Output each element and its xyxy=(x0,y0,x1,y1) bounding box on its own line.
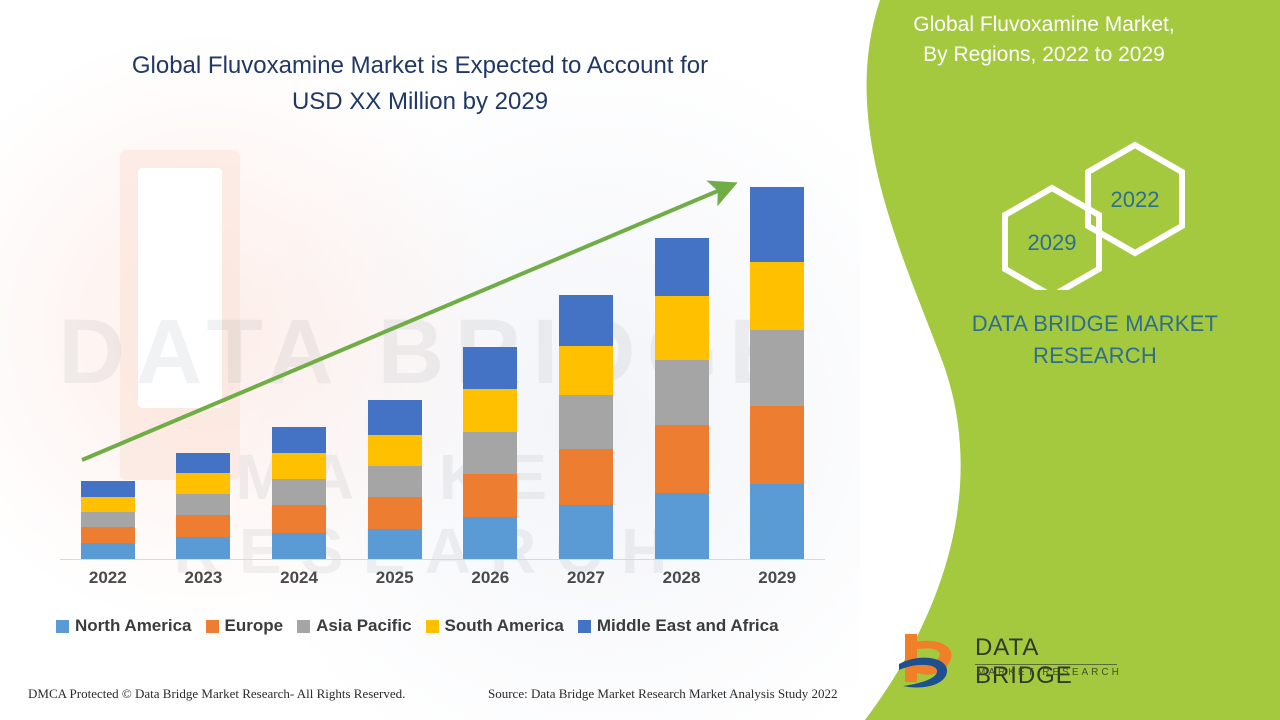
bar-segment-2022-north-america xyxy=(80,543,135,559)
footer-source: Source: Data Bridge Market Research Mark… xyxy=(488,686,838,701)
bar-segment-2026-asia-pacific xyxy=(463,432,518,475)
bar-segment-2023-south-america xyxy=(176,473,231,495)
x-label-2029: 2029 xyxy=(758,568,797,587)
x-label-2023: 2023 xyxy=(184,568,223,587)
legend-label: South America xyxy=(444,616,564,635)
green-panel-shape xyxy=(865,0,1280,720)
bar-segment-2026-north-america xyxy=(463,517,518,559)
bar-segment-2027-north-america xyxy=(558,505,613,559)
legend-item-europe[interactable]: Europe xyxy=(205,616,284,636)
bar-2022 xyxy=(80,481,135,559)
bar-segment-2024-asia-pacific xyxy=(272,479,327,506)
bar-2026 xyxy=(463,346,518,559)
hexagon-badges: 2022 2029 xyxy=(990,140,1220,300)
chart-title: Global Fluvoxamine Market is Expected to… xyxy=(60,48,780,120)
right-panel-brand: DATA BRIDGE MARKET RESEARCH xyxy=(930,308,1260,372)
x-label-2022: 2022 xyxy=(88,568,127,587)
footer-copyright: DMCA Protected © Data Bridge Market Rese… xyxy=(28,686,406,701)
bar-segment-2023-middle-east-and-africa xyxy=(176,453,231,474)
bar-segment-2028-north-america xyxy=(654,493,709,559)
x-label-2028: 2028 xyxy=(662,568,701,587)
hexagon-2022-label: 2022 xyxy=(1111,187,1160,212)
bar-segment-2027-middle-east-and-africa xyxy=(558,294,613,346)
logo-underline xyxy=(975,664,1117,665)
legend-swatch-icon xyxy=(56,619,69,633)
legend-item-north-america[interactable]: North America xyxy=(56,616,192,636)
bar-segment-2022-europe xyxy=(80,527,135,544)
legend-swatch-icon xyxy=(577,619,591,633)
bar-segment-2026-middle-east-and-africa xyxy=(463,346,518,390)
bar-2024 xyxy=(272,427,327,559)
legend-label: Europe xyxy=(224,616,284,635)
legend-item-south-america[interactable]: South America xyxy=(425,616,564,636)
x-label-2026: 2026 xyxy=(471,568,510,587)
right-panel-brand-line-1: DATA BRIDGE MARKET xyxy=(971,311,1219,336)
bar-segment-2024-north-america xyxy=(272,533,327,559)
bar-2025 xyxy=(367,400,422,559)
right-panel-title-line-2: By Regions, 2022 to 2029 xyxy=(923,43,1165,66)
bar-segment-2029-middle-east-and-africa xyxy=(750,186,805,262)
bar-segment-2029-south-america xyxy=(750,261,805,330)
bar-segment-2024-south-america xyxy=(272,453,327,480)
right-panel-title-line-1: Global Fluvoxamine Market, xyxy=(913,13,1175,36)
bar-segment-2025-south-america xyxy=(367,435,422,467)
x-label-2027: 2027 xyxy=(567,568,605,587)
x-label-2024: 2024 xyxy=(280,568,318,587)
legend-swatch-icon xyxy=(297,619,311,633)
right-panel-brand-line-2: RESEARCH xyxy=(1032,343,1157,368)
chart-legend: North America Europe Asia Pacific South Ame… xyxy=(56,616,779,636)
bar-segment-2024-middle-east-and-africa xyxy=(272,427,327,454)
legend-item-asia-pacific[interactable]: Asia Pacific xyxy=(297,616,412,636)
bar-segment-2024-europe xyxy=(272,505,327,534)
x-label-2025: 2025 xyxy=(375,568,414,587)
bar-segment-2029-north-america xyxy=(750,484,805,559)
bar-segment-2025-north-america xyxy=(367,529,422,559)
bar-2028 xyxy=(654,237,709,559)
bar-segment-2027-south-america xyxy=(558,345,613,396)
bar-segment-2028-middle-east-and-africa xyxy=(654,237,709,296)
bar-segment-2022-middle-east-and-africa xyxy=(80,481,135,498)
legend-label: North America xyxy=(75,616,192,635)
bar-2029 xyxy=(750,186,805,559)
bar-segment-2027-europe xyxy=(558,449,613,506)
data-bridge-logo: DATA BRIDGE MARKET RESEARCH xyxy=(895,628,1125,692)
stacked-bar-chart xyxy=(60,160,825,559)
bar-segment-2029-asia-pacific xyxy=(750,329,805,407)
bar-segment-2023-asia-pacific xyxy=(176,494,231,516)
logo-tagline: MARKET RESEARCH xyxy=(977,667,1122,678)
bar-segment-2023-europe xyxy=(176,515,231,538)
bar-segment-2025-europe xyxy=(367,497,422,530)
legend-label: Middle East and Africa xyxy=(596,616,779,635)
bar-segment-2029-europe xyxy=(750,406,805,485)
chart-title-line-1: Global Fluvoxamine Market is Expected to… xyxy=(131,52,709,79)
logo-mark xyxy=(899,634,952,688)
bar-segment-2026-south-america xyxy=(463,389,518,433)
bar-segment-2028-europe xyxy=(654,425,709,494)
legend-label: Asia Pacific xyxy=(316,616,412,635)
chart-title-line-2: USD XX Million by 2029 xyxy=(291,88,549,115)
bar-segment-2028-asia-pacific xyxy=(654,359,709,426)
right-green-panel xyxy=(820,0,1280,720)
logo-name: DATA BRIDGE xyxy=(975,634,1073,689)
bar-segment-2025-asia-pacific xyxy=(367,466,422,498)
legend-swatch-icon xyxy=(205,619,219,633)
right-panel-title: Global Fluvoxamine Market, By Regions, 2… xyxy=(844,10,1244,70)
bar-2023 xyxy=(176,453,231,559)
legend-swatch-icon xyxy=(425,619,439,633)
x-axis-line xyxy=(60,559,825,560)
bar-segment-2028-south-america xyxy=(654,295,709,360)
hexagon-2029-label: 2029 xyxy=(1028,230,1077,255)
hexagon-2022 xyxy=(1085,141,1185,257)
bar-2027 xyxy=(558,294,613,559)
bar-segment-2025-middle-east-and-africa xyxy=(367,400,422,436)
bar-segment-2022-asia-pacific xyxy=(80,512,135,528)
bar-segment-2027-asia-pacific xyxy=(558,395,613,450)
bar-segment-2022-south-america xyxy=(80,497,135,513)
legend-item-middle-east-and-africa[interactable]: Middle East and Africa xyxy=(577,616,779,636)
bar-segment-2023-north-america xyxy=(176,537,231,559)
bar-segment-2026-europe xyxy=(463,474,518,518)
x-axis-labels: 2022 2023 2024 2025 2026 2027 2028 2029 xyxy=(60,568,825,594)
